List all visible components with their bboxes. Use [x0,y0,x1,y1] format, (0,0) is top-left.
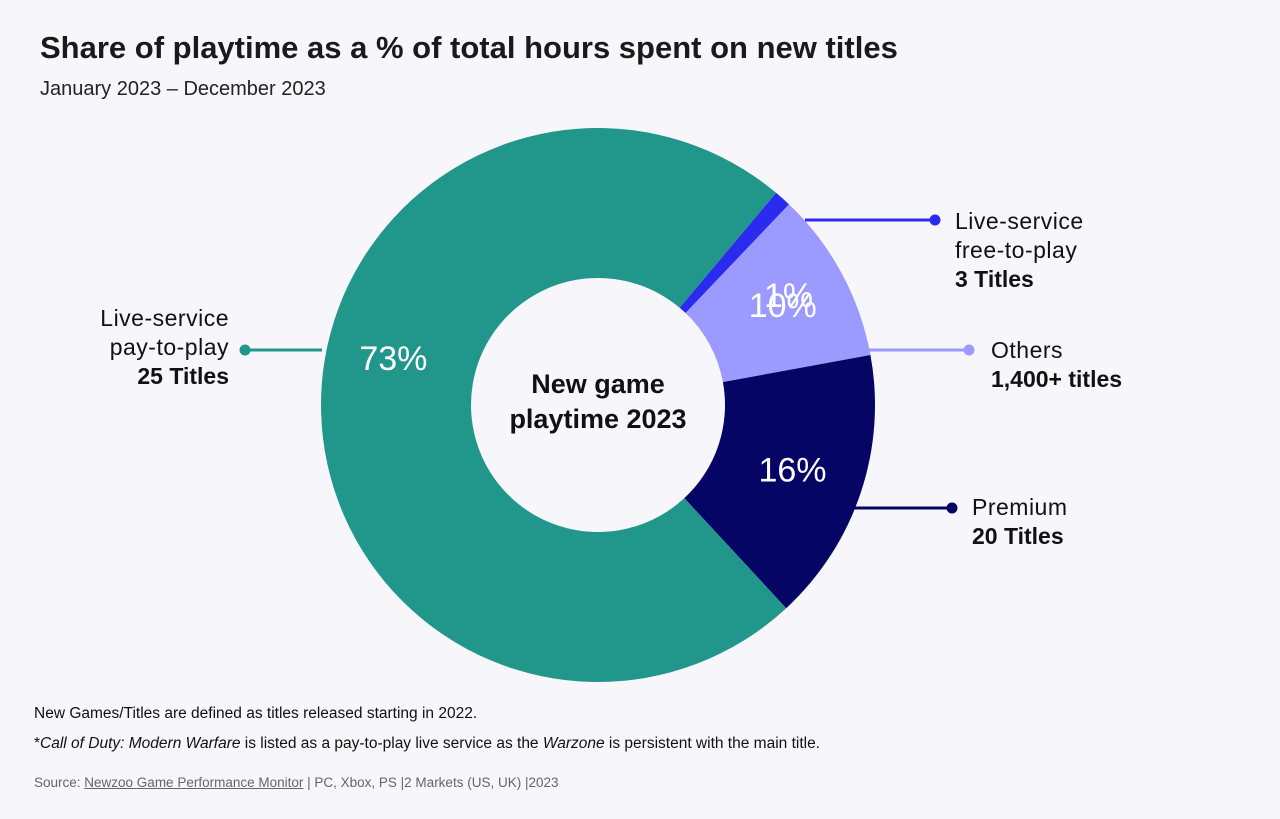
callout-others: Others 1,400+ titles [991,336,1122,394]
donut-slice-0 [679,192,790,314]
leader-dot-1 [963,344,975,356]
chart-title: Share of playtime as a % of total hours … [40,30,898,65]
footnote-definition: New Games/Titles are defined as titles r… [34,705,478,722]
slice-pct-label-0: 1% [764,277,813,315]
slice-pct-label-1: 10% [749,287,817,325]
footnote-star: * [34,735,41,752]
callout-free-to-play: Live-service free-to-play 3 Titles [955,207,1084,294]
callout-premium-name: Premium [972,494,1068,520]
slice-pct-label-2: 16% [758,452,826,490]
callout-premium-titles: 20 Titles [972,523,1064,549]
footnote-end-text: is persistent with the main title. [604,735,820,752]
footnote-cod-title: Call of Duty: Modern Warfare [40,735,241,752]
source-suffix: | PC, Xbox, PS |2 Markets (US, UK) |2023 [303,775,559,790]
leader-dot-3 [239,344,251,356]
footnote-call-of-duty: *Call of Duty: Modern Warfare is listed … [34,735,820,753]
donut-slice-1 [685,204,871,383]
center-label-line2: playtime 2023 [509,404,686,434]
callout-premium: Premium 20 Titles [972,493,1068,551]
slice-pct-label-3: 73% [359,340,427,378]
source-line: Source: Newzoo Game Performance Monitor … [34,775,558,790]
leader-dot-0 [929,214,941,226]
callout-others-titles: 1,400+ titles [991,366,1123,392]
callout-pay-to-play: Live-service pay-to-play 25 Titles [40,304,229,391]
chart-subtitle: January 2023 – December 2023 [40,78,326,100]
callout-pay-to-play-titles: 25 Titles [137,363,229,389]
callout-pay-to-play-name2: pay-to-play [109,334,229,360]
donut-slice-2 [684,354,875,609]
leader-dot-2 [946,502,958,514]
callout-others-name: Others [991,337,1064,363]
callout-free-to-play-titles: 3 Titles [955,266,1034,292]
source-link[interactable]: Newzoo Game Performance Monitor [84,775,304,790]
donut-chart: 1%10% 16% 73% New game playtime 2023 [239,127,975,683]
footnote-mid-text: is listed as a pay-to-play live service … [240,735,543,752]
callout-free-to-play-name1: Live-service [955,208,1084,234]
donut-slice-3 [320,127,787,683]
footnote-warzone-title: Warzone [542,735,605,752]
center-label-line1: New game [531,369,665,399]
callout-pay-to-play-name1: Live-service [100,305,229,331]
callout-free-to-play-name2: free-to-play [955,237,1078,263]
source-prefix: Source: [34,775,85,790]
